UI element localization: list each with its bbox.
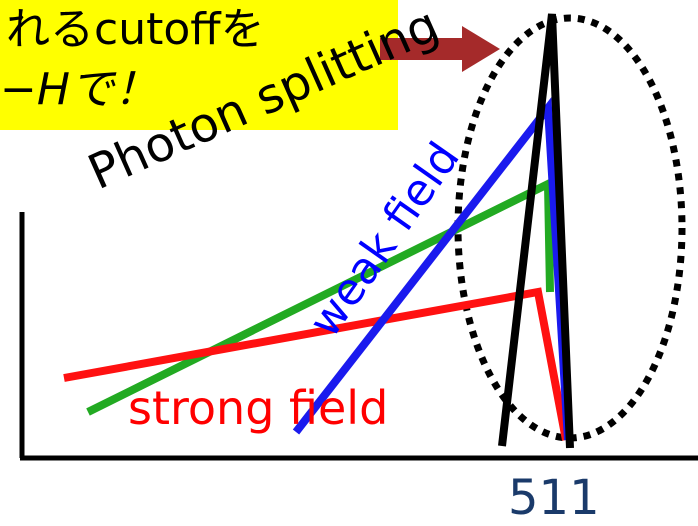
black-peak-line	[498, 13, 574, 449]
note-line-2: −Hで！	[0, 64, 158, 115]
note-line-1: れるcutoffを	[6, 4, 265, 55]
green-spectrum-line	[86, 177, 554, 416]
note-box	[0, 0, 398, 130]
strong-field-label: strong field	[128, 381, 388, 435]
red-strong-field-line	[63, 287, 570, 441]
arrow-to-peak	[380, 26, 500, 72]
x-axis-tick-511: 511	[508, 470, 600, 526]
